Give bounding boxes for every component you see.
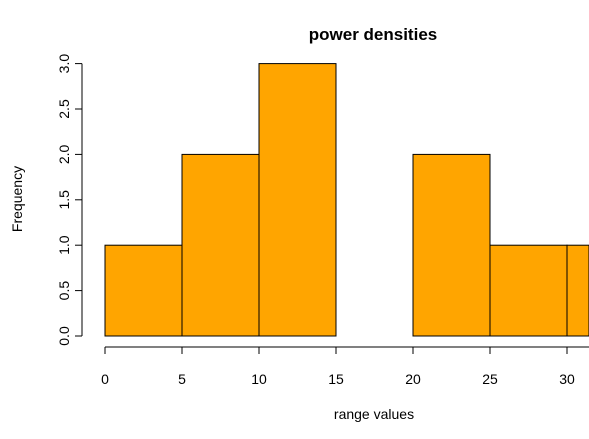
histogram-bar-4 — [412, 153, 491, 337]
y-tick-label: 0.0 — [56, 326, 72, 346]
chart-title: power densities — [309, 25, 437, 44]
x-tick-label: 15 — [328, 371, 344, 387]
y-tick-label: 2.5 — [56, 99, 72, 119]
x-tick-label: 0 — [101, 371, 109, 387]
histogram-bar-5 — [489, 244, 568, 337]
x-tick-label: 20 — [405, 371, 421, 387]
y-tick-label: 1.5 — [56, 190, 72, 210]
histogram-bar-6 — [566, 244, 589, 337]
x-tick-label: 10 — [251, 371, 267, 387]
bars-group — [104, 63, 589, 337]
y-tick-label: 1.0 — [56, 235, 72, 255]
y-tick-label: 0.5 — [56, 281, 72, 301]
histogram-bar-2 — [258, 63, 337, 337]
histogram-bar-1 — [181, 153, 260, 337]
y-tick-label: 3.0 — [56, 54, 72, 74]
y-axis-label: Frequency — [9, 166, 25, 232]
y-axis: 0.0 0.5 1.0 1.5 2.0 2.5 3.0 — [56, 54, 83, 346]
histogram-bar-0 — [104, 244, 183, 337]
x-axis-label: range values — [334, 406, 414, 422]
x-tick-label: 5 — [178, 371, 186, 387]
x-axis: 0 5 10 15 20 25 30 — [101, 346, 589, 387]
y-tick-label: 2.0 — [56, 144, 72, 164]
x-tick-label: 25 — [482, 371, 498, 387]
x-tick-label: 30 — [559, 371, 575, 387]
